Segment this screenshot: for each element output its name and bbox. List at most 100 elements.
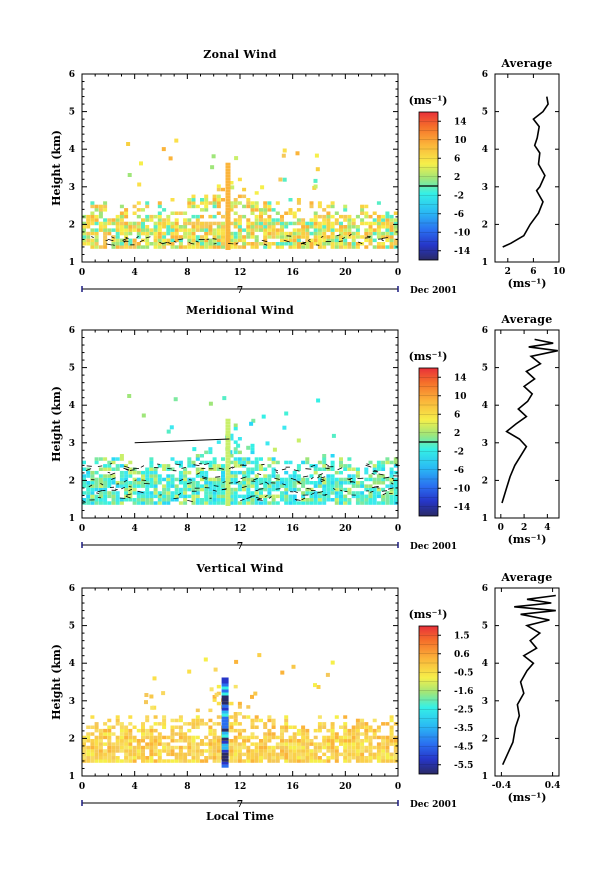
- field-cell: [284, 742, 289, 746]
- field-cell: [187, 460, 192, 465]
- field-cell: [246, 756, 251, 760]
- field-cell: [250, 225, 255, 229]
- field-cell: [103, 221, 108, 226]
- field-cell: [86, 235, 91, 239]
- field-cell: [166, 242, 171, 246]
- field-cell: [376, 759, 381, 763]
- colorbar-tick-label: -4.5: [454, 742, 473, 752]
- field-cell: [145, 218, 150, 222]
- field-cell: [183, 498, 188, 502]
- field-cell: [94, 501, 99, 505]
- field-cell: [250, 221, 255, 226]
- field-cell: [317, 481, 322, 485]
- field-cell: [229, 221, 234, 226]
- downdraft-cell: [221, 728, 229, 732]
- field-cell: [178, 460, 183, 465]
- field-cell: [128, 481, 133, 485]
- x-tick-label: 0: [395, 268, 401, 278]
- field-cell: [385, 221, 390, 226]
- field-cell: [292, 745, 297, 750]
- contour-segment: [187, 500, 193, 502]
- field-cell: [351, 477, 356, 482]
- field-cell: [86, 218, 91, 222]
- field-cell: [233, 204, 238, 209]
- storm-cell: [225, 165, 231, 169]
- field-cell: [317, 460, 322, 465]
- contour-segment: [255, 489, 259, 492]
- field-cell: [301, 742, 306, 746]
- field-cell: [216, 742, 221, 746]
- field-cell: [330, 214, 335, 219]
- field-cell: [136, 242, 141, 246]
- field-cell: [229, 728, 234, 733]
- field-cell: [385, 494, 390, 499]
- contour-segment: [222, 481, 226, 483]
- field-cell: [103, 228, 108, 232]
- field-cell: [195, 735, 200, 740]
- field-cell: [204, 759, 209, 763]
- field-cell: [90, 742, 95, 746]
- downdraft-cell: [221, 746, 229, 750]
- field-cell: [393, 231, 398, 236]
- field-cell: [372, 756, 377, 760]
- field-cell: [187, 749, 192, 753]
- field-cell: [313, 742, 318, 746]
- field-cell: [288, 208, 293, 212]
- field-cell: [208, 742, 213, 746]
- field-cell: [119, 481, 124, 485]
- field-cell: [195, 484, 200, 488]
- downdraft-cell: [221, 692, 229, 696]
- field-cell: [94, 242, 99, 246]
- field-cell: [288, 474, 293, 478]
- field-cell: [343, 735, 348, 740]
- field-cell: [368, 501, 373, 505]
- field-cell: [149, 739, 154, 743]
- field-cell: [178, 745, 183, 750]
- field-cell: [242, 742, 247, 746]
- field-cell: [174, 225, 179, 229]
- field-cell: [229, 437, 234, 441]
- field-cell: [351, 745, 356, 750]
- field-cell: [98, 498, 103, 502]
- field-cell: [191, 722, 196, 726]
- field-cell: [208, 238, 213, 243]
- field-cell: [347, 735, 352, 740]
- field-cell: [334, 484, 339, 488]
- field-cell: [183, 501, 188, 505]
- field-cell: [94, 231, 99, 236]
- field-cell: [364, 214, 369, 219]
- field-cell: [292, 756, 297, 760]
- field-cell: [334, 752, 339, 757]
- field-cell: [250, 467, 255, 471]
- field-cell: [376, 728, 381, 733]
- contour-segment: [320, 478, 325, 481]
- field-cell: [347, 464, 352, 468]
- contour-segment: [381, 239, 384, 242]
- x-tick-label: 8: [184, 268, 190, 278]
- field-cell: [284, 238, 289, 243]
- contour-segment: [317, 475, 320, 479]
- field-cell: [233, 450, 238, 455]
- field-cell: [292, 501, 297, 505]
- profile-y-tick-label: 2: [482, 734, 488, 744]
- field-cell: [242, 474, 247, 478]
- field-cell: [162, 715, 167, 719]
- field-cell: [364, 235, 369, 239]
- field-cell: [280, 238, 284, 243]
- field-cell: [381, 245, 386, 249]
- field-cell: [263, 201, 268, 205]
- field-cell: [309, 487, 314, 492]
- field-cell: [94, 204, 99, 209]
- field-cell: [267, 728, 272, 733]
- field-cell: [288, 477, 293, 482]
- field-cell: [94, 752, 99, 757]
- field-cell: [115, 715, 120, 719]
- field-cell: [330, 725, 335, 729]
- field-cell: [263, 474, 268, 478]
- field-cell: [284, 752, 289, 757]
- field-cell: [389, 742, 394, 746]
- contour-segment: [177, 493, 182, 496]
- field-cell: [166, 742, 171, 746]
- field-cell: [347, 235, 352, 239]
